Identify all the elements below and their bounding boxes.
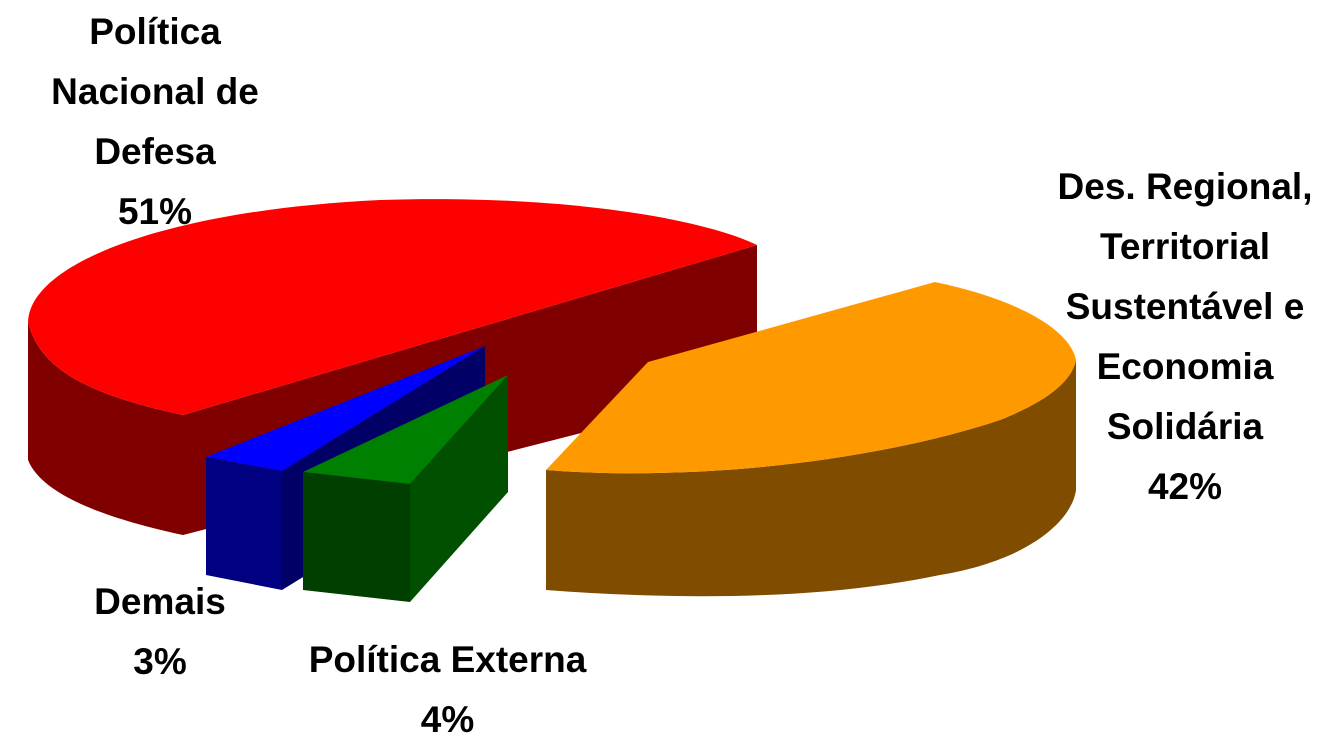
- pie-chart: [28, 199, 1076, 602]
- pie-slice-externa-cut-face: [410, 375, 508, 602]
- data-label-line: Des. Regional,: [1057, 166, 1313, 207]
- pie-slice-demais-side: [206, 457, 282, 590]
- pie-slice-externa-side: [303, 472, 410, 602]
- pie-slice-externa: [303, 375, 508, 484]
- data-label-line: Sustentável e: [1065, 286, 1305, 327]
- pie-slice-defesa: [28, 199, 757, 415]
- data-label-line: Economia: [1096, 346, 1274, 387]
- data-label-demais: Demais 3%: [75, 572, 245, 692]
- pie-slice-regional-side: [546, 360, 1076, 597]
- pie-slice-defesa-side: [28, 322, 183, 535]
- data-label-regional: Des. Regional, Territorial Sustentável e…: [1040, 157, 1328, 517]
- data-label-externa: Política Externa 4%: [290, 630, 605, 750]
- data-label-line: Solidária: [1106, 406, 1264, 447]
- data-label-line: Nacional de: [51, 71, 259, 112]
- data-label-percent: 51%: [117, 191, 193, 232]
- data-label-line: Política Externa: [308, 639, 587, 680]
- pie-slice-regional: [546, 282, 1076, 474]
- data-label-line: Demais: [94, 581, 226, 622]
- data-label-line: Territorial: [1100, 226, 1270, 267]
- data-label-percent: 4%: [420, 699, 475, 740]
- data-label-line: Política: [89, 11, 221, 52]
- data-label-line: Defesa: [94, 131, 216, 172]
- data-label-defesa: Política Nacional de Defesa 51%: [30, 2, 280, 242]
- data-label-percent: 42%: [1147, 466, 1223, 507]
- pie-slice-demais: [206, 346, 485, 471]
- data-label-percent: 3%: [133, 641, 187, 682]
